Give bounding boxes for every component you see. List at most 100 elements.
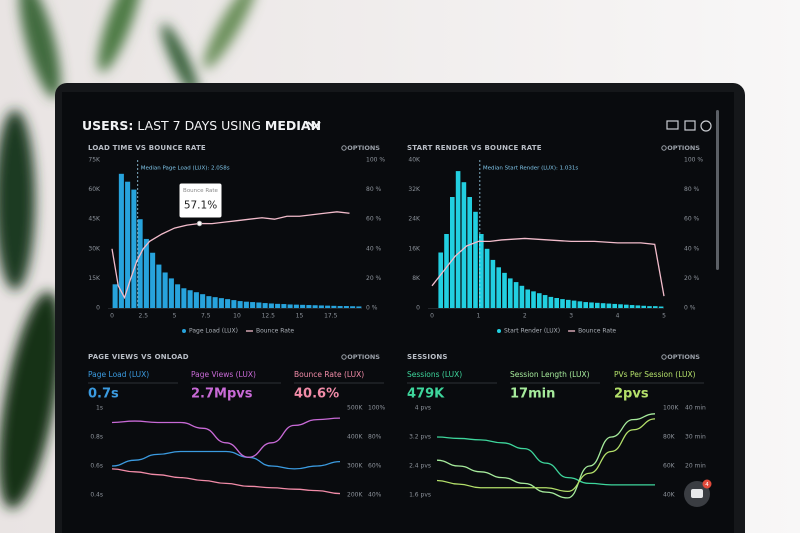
legend-label: Bounce Rate — [256, 328, 294, 335]
histogram-bar — [531, 291, 536, 308]
x-tick-label: 10 — [233, 313, 241, 320]
legend-marker — [182, 329, 186, 333]
bounce-rate-line — [431, 237, 665, 297]
y3-tick-label: 40 min — [685, 405, 706, 412]
histogram-bar — [542, 295, 548, 308]
panel-title: START RENDER VS BOUNCE RATE — [407, 144, 542, 152]
histogram-bar — [629, 305, 635, 308]
screen — [62, 92, 734, 533]
y2-tick-label: 60 % — [684, 216, 700, 223]
histogram-bar — [293, 304, 299, 308]
median-label: Median Page Load (LUX): 2.058s — [141, 166, 230, 172]
y2-tick-label: 40K — [663, 492, 676, 499]
kpi-value: 479K — [407, 387, 445, 402]
histogram-bar — [256, 302, 262, 308]
y-tick-label: 0 — [96, 305, 100, 312]
x-tick-label: 15 — [296, 313, 304, 320]
histogram-bar — [231, 300, 237, 308]
histogram-bar — [112, 284, 118, 308]
histogram-bar — [438, 252, 443, 308]
y2-tick-label: 80K — [663, 434, 676, 441]
y-tick-label: 40K — [408, 157, 421, 164]
title-metric: MEDIAN — [265, 118, 321, 133]
y3-tick-label: 20 min — [685, 463, 706, 470]
histogram-bar — [467, 197, 472, 308]
y-tick-label: 1s — [96, 405, 103, 412]
histogram-bar — [606, 303, 612, 308]
options-button[interactable]: OPTIONS — [347, 144, 380, 152]
y3-tick-label: 80% — [368, 434, 382, 441]
histogram-bar — [287, 304, 293, 308]
y2-tick-label: 500K — [347, 405, 363, 412]
kpi-value: 2.7Mpvs — [191, 387, 253, 402]
y-tick-label: 15K — [88, 275, 101, 282]
histogram-bar — [181, 288, 187, 308]
image-icon[interactable] — [684, 120, 696, 131]
histogram-bar — [193, 292, 199, 308]
y2-tick-label: 100K — [663, 405, 679, 412]
plant — [0, 0, 257, 509]
histogram-bar — [262, 303, 268, 308]
y-tick-label: 0.4s — [90, 492, 103, 499]
dropdown-chevron[interactable] — [307, 121, 321, 130]
histogram-bar — [508, 278, 513, 308]
y-tick-label: 30K — [88, 245, 101, 252]
histogram-bar — [350, 306, 356, 308]
histogram-bar — [658, 306, 664, 308]
options-gear — [661, 354, 667, 360]
x-tick-label: 4 — [616, 313, 620, 320]
y-tick-label: 16K — [408, 245, 421, 252]
y2-tick-label: 80 % — [366, 186, 382, 193]
series-line — [436, 436, 655, 486]
bounce-rate-line — [111, 211, 350, 300]
histogram-bar — [168, 278, 174, 308]
histogram-bar — [571, 300, 577, 308]
panel-title: LOAD TIME VS BOUNCE RATE — [88, 144, 206, 152]
histogram-bar — [525, 289, 530, 308]
dashboard-title: USERS: LAST 7 DAYS USING MEDIAN — [82, 118, 321, 133]
y-tick-label: 8K — [412, 275, 421, 282]
histogram-bar — [554, 298, 559, 308]
options-button[interactable]: OPTIONS — [347, 353, 380, 361]
monitor-icon[interactable] — [666, 120, 679, 130]
histogram-bar — [125, 181, 131, 308]
kpi-label: Session Length (LUX) — [510, 370, 590, 379]
title-rest: LAST 7 DAYS USING — [137, 118, 261, 133]
chat-badge — [702, 479, 712, 489]
title-prefix: USERS: — [82, 118, 133, 133]
y2-tick-label: 60K — [663, 463, 676, 470]
histogram-bar — [306, 305, 312, 308]
kpi-value: 17min — [510, 387, 555, 402]
x-tick-label: 7.5 — [201, 313, 211, 320]
x-tick-label: 5 — [173, 313, 177, 320]
y2-tick-label: 60 % — [366, 216, 382, 223]
histogram-bar — [275, 303, 281, 308]
kpi-label: PVs Per Session (LUX) — [614, 370, 696, 379]
histogram-bar — [461, 182, 467, 308]
x-tick-label: 0 — [430, 313, 434, 320]
histogram-bar — [479, 234, 484, 308]
series-line — [111, 468, 341, 495]
series-line — [111, 417, 341, 458]
histogram-bar — [150, 252, 156, 308]
y3-tick-label: 40% — [368, 492, 382, 499]
y2-tick-label: 20 % — [684, 275, 700, 282]
kpi-label: Page Load (LUX) — [88, 370, 149, 379]
histogram-bar — [647, 306, 652, 308]
options-button[interactable]: OPTIONS — [667, 144, 700, 152]
y3-tick-label: 30 min — [685, 434, 706, 441]
histogram-bar — [624, 304, 629, 308]
histogram-bar — [513, 282, 519, 308]
histogram-bar — [595, 302, 600, 308]
histogram-bar — [502, 272, 507, 308]
y-tick-label: 4 pvs — [415, 405, 431, 412]
options-button[interactable]: OPTIONS — [667, 353, 700, 361]
help-icon[interactable] — [700, 120, 712, 132]
y2-tick-label: 0 % — [684, 305, 696, 312]
histogram-bar — [237, 301, 243, 308]
y2-tick-label: 100 % — [684, 157, 703, 164]
histogram-bar — [118, 173, 124, 308]
panel-title: SESSIONS — [407, 353, 448, 361]
histogram-bar — [162, 272, 168, 308]
